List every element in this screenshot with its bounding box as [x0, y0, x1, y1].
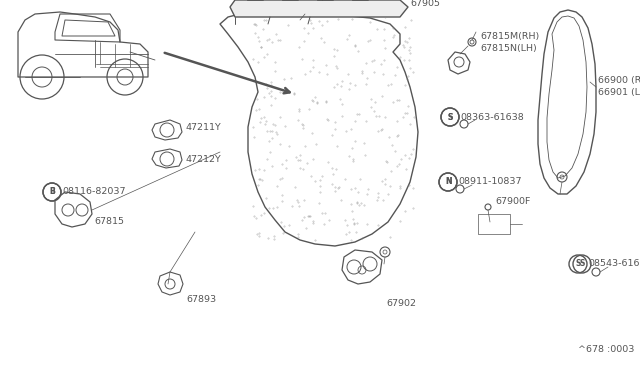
Text: 67902: 67902: [386, 299, 416, 308]
Text: 66901 (LH): 66901 (LH): [598, 89, 640, 97]
Text: N: N: [445, 177, 451, 186]
Text: 67815M(RH): 67815M(RH): [480, 32, 540, 41]
Text: 67905: 67905: [410, 0, 440, 9]
Text: 67893: 67893: [186, 295, 216, 305]
Polygon shape: [230, 0, 408, 17]
Text: S: S: [447, 112, 452, 122]
Text: S: S: [579, 260, 585, 269]
Text: 67815: 67815: [94, 218, 124, 227]
Text: 66900 (RH): 66900 (RH): [598, 76, 640, 84]
Text: 08911-10837: 08911-10837: [458, 177, 522, 186]
Text: 47211Y: 47211Y: [186, 124, 221, 132]
Text: S: S: [575, 260, 580, 269]
Text: ^678 :0003: ^678 :0003: [578, 346, 634, 355]
Text: 08543-61642: 08543-61642: [588, 260, 640, 269]
Text: 67815N(LH): 67815N(LH): [480, 45, 537, 54]
Text: 67900F: 67900F: [495, 198, 531, 206]
Text: 08363-61638: 08363-61638: [460, 112, 524, 122]
Text: B: B: [49, 187, 55, 196]
Text: N: N: [445, 177, 451, 186]
Text: S: S: [447, 112, 452, 122]
Text: 47212Y: 47212Y: [186, 155, 221, 164]
Text: 08116-82037: 08116-82037: [62, 187, 125, 196]
Text: B: B: [49, 187, 55, 196]
